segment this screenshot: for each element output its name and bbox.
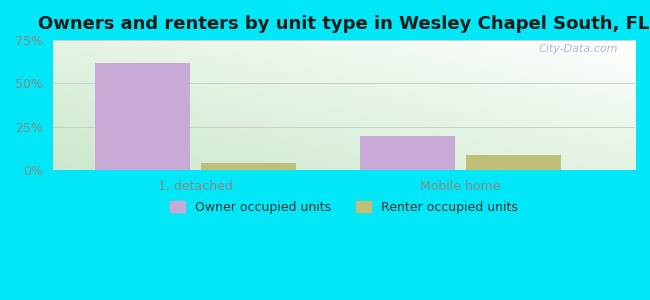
Bar [465, 154, 561, 170]
Bar [201, 163, 296, 170]
Bar [359, 136, 455, 170]
Bar [95, 63, 190, 170]
Title: Owners and renters by unit type in Wesley Chapel South, FL: Owners and renters by unit type in Wesle… [38, 15, 649, 33]
Legend: Owner occupied units, Renter occupied units: Owner occupied units, Renter occupied un… [165, 196, 523, 219]
Text: City-Data.com: City-Data.com [538, 44, 617, 54]
